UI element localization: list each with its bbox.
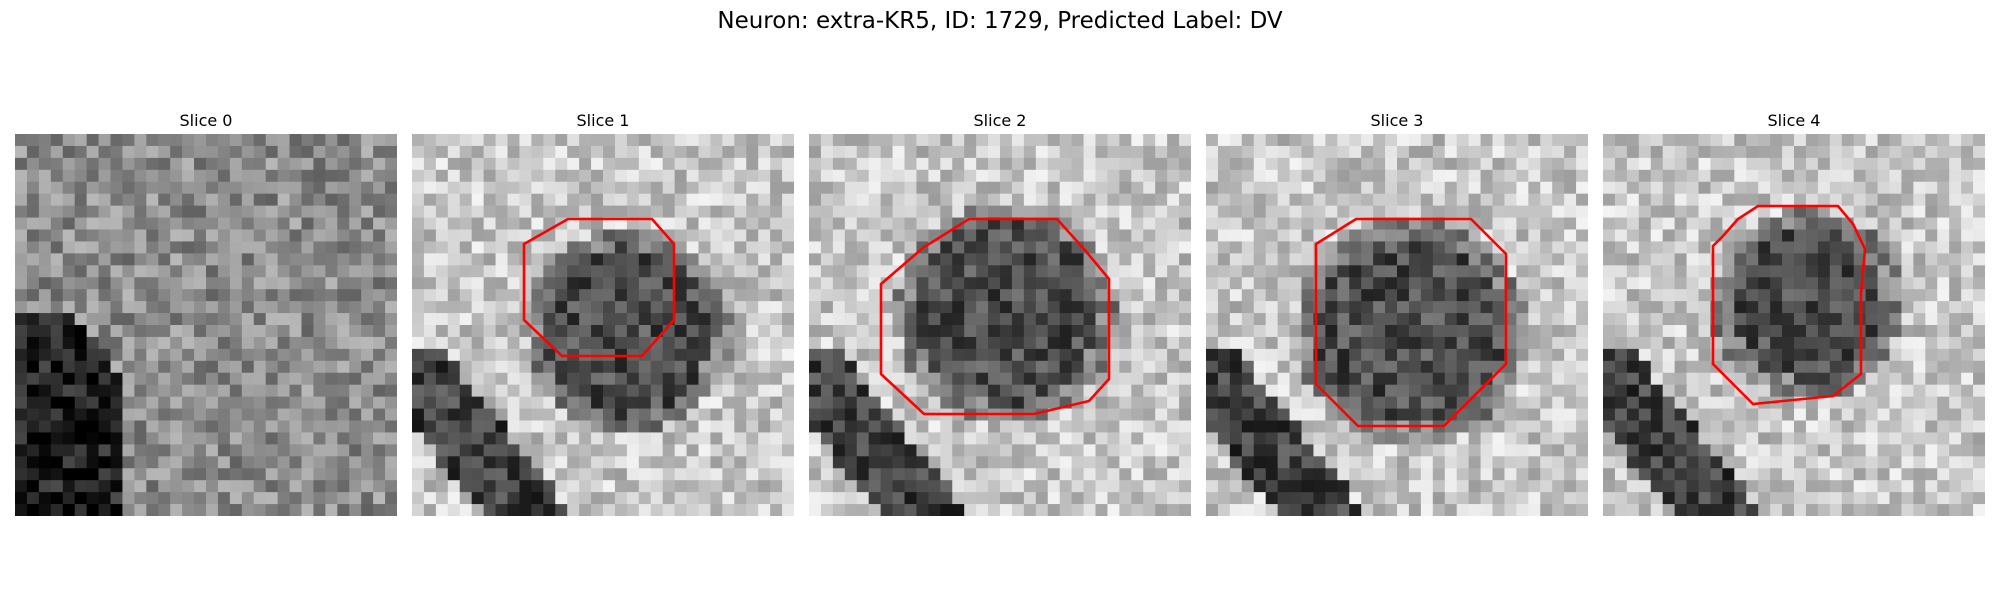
slice-image-4: [1603, 134, 1985, 516]
slice-panel-1: Slice 1: [410, 108, 796, 516]
slice-title-1: Slice 1: [576, 111, 630, 130]
pixel-grid: [809, 134, 1191, 516]
pixel-grid: [412, 134, 794, 516]
slice-image-3: [1206, 134, 1588, 516]
slice-panel-3: Slice 3: [1204, 108, 1590, 516]
slice-title-3: Slice 3: [1370, 111, 1424, 130]
slice-title-2: Slice 2: [973, 111, 1027, 130]
cell-contour: [522, 217, 676, 358]
slice-image-0: [15, 134, 397, 516]
slice-title-4: Slice 4: [1767, 111, 1821, 130]
cell-contour: [1711, 204, 1867, 406]
figure-title: Neuron: extra-KR5, ID: 1729, Predicted L…: [717, 8, 1283, 34]
slice-panel-4: Slice 4: [1601, 108, 1987, 516]
cell-contour: [879, 217, 1111, 416]
pixel-grid: [15, 134, 397, 516]
slice-image-1: [412, 134, 794, 516]
slice-panel-0: Slice 0: [13, 108, 399, 516]
slice-panel-2: Slice 2: [807, 108, 1193, 516]
cell-contour: [1314, 217, 1508, 428]
pixel-grid: [1603, 134, 1985, 516]
slice-title-0: Slice 0: [179, 111, 233, 130]
pixel-grid: [1206, 134, 1588, 516]
slice-image-2: [809, 134, 1191, 516]
